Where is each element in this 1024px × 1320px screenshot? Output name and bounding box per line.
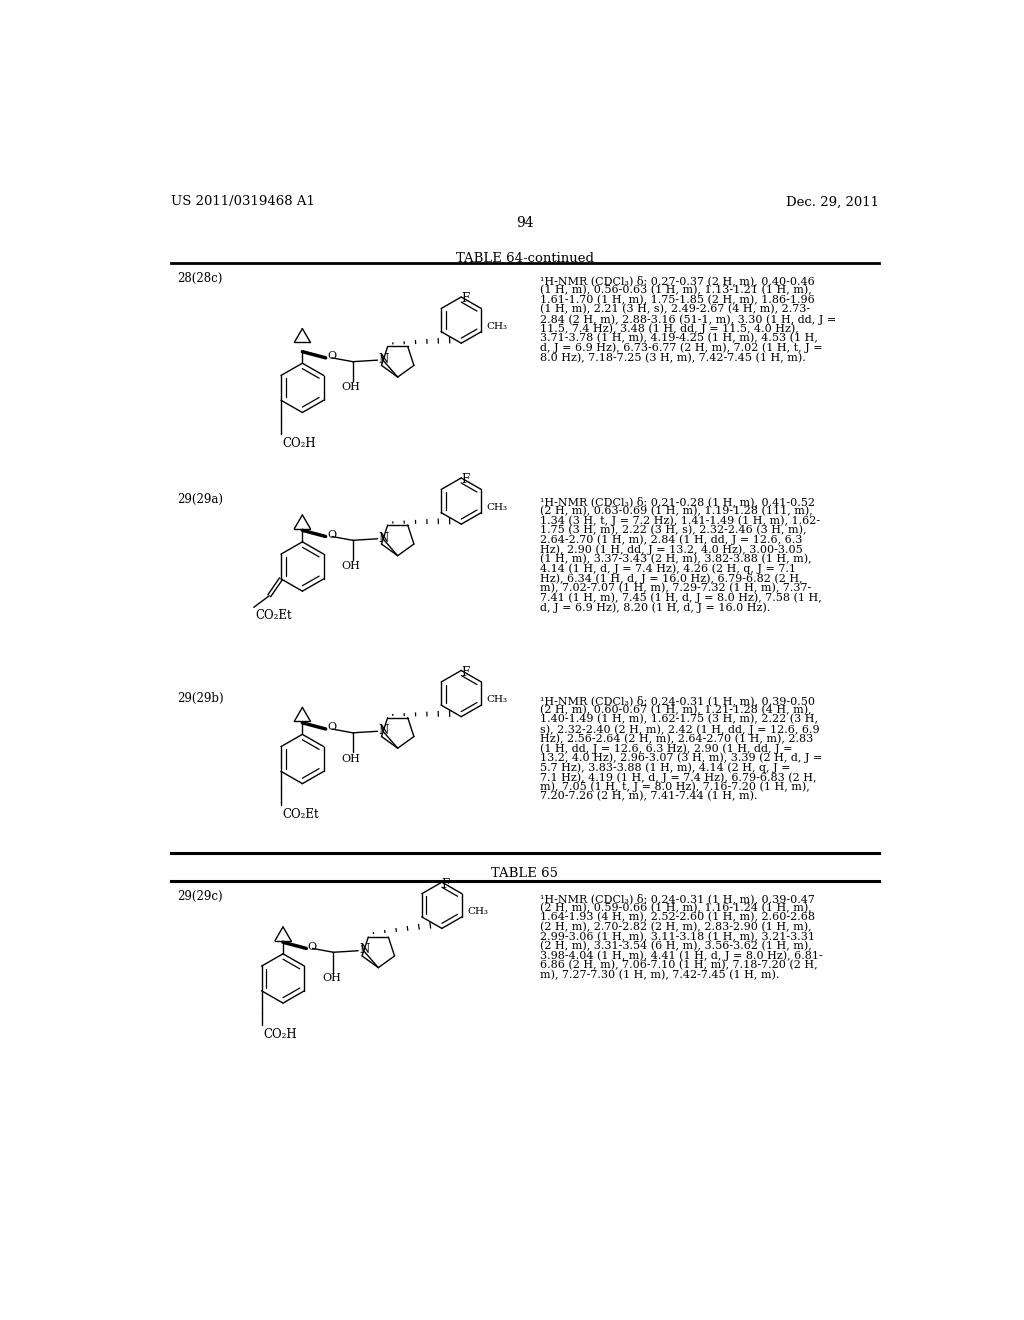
Text: 5.7 Hz), 3.83-3.88 (1 H, m), 4.14 (2 H, q, J =: 5.7 Hz), 3.83-3.88 (1 H, m), 4.14 (2 H, …: [541, 763, 791, 774]
Text: Hz), 6.34 (1 H, d, J = 16.0 Hz), 6.79-6.82 (2 H,: Hz), 6.34 (1 H, d, J = 16.0 Hz), 6.79-6.…: [541, 573, 803, 583]
Text: m), 7.05 (1 H, t, J = 8.0 Hz), 7.16-7.20 (1 H, m),: m), 7.05 (1 H, t, J = 8.0 Hz), 7.16-7.20…: [541, 781, 810, 792]
Text: OH: OH: [323, 973, 341, 983]
Text: 7.1 Hz), 4.19 (1 H, d, J = 7.4 Hz), 6.79-6.83 (2 H,: 7.1 Hz), 4.19 (1 H, d, J = 7.4 Hz), 6.79…: [541, 772, 817, 783]
Text: (2 H, m), 0.59-0.66 (1 H, m), 1.16-1.24 (1 H, m),: (2 H, m), 0.59-0.66 (1 H, m), 1.16-1.24 …: [541, 903, 812, 913]
Text: F: F: [461, 474, 469, 486]
Text: ¹H-NMR (CDCl₃) δ: 0.24-0.31 (1 H, m), 0.39-0.50: ¹H-NMR (CDCl₃) δ: 0.24-0.31 (1 H, m), 0.…: [541, 696, 815, 706]
Text: 6.86 (2 H, m), 7.06-7.10 (1 H, m), 7.18-7.20 (2 H,: 6.86 (2 H, m), 7.06-7.10 (1 H, m), 7.18-…: [541, 961, 818, 970]
Text: CH₃: CH₃: [486, 696, 508, 704]
Text: 8.0 Hz), 7.18-7.25 (3 H, m), 7.42-7.45 (1 H, m).: 8.0 Hz), 7.18-7.25 (3 H, m), 7.42-7.45 (…: [541, 352, 806, 363]
Text: F: F: [441, 878, 450, 891]
Text: d, J = 6.9 Hz), 8.20 (1 H, d, J = 16.0 Hz).: d, J = 6.9 Hz), 8.20 (1 H, d, J = 16.0 H…: [541, 602, 770, 612]
Text: 3.71-3.78 (1 H, m), 4.19-4.25 (1 H, m), 4.53 (1 H,: 3.71-3.78 (1 H, m), 4.19-4.25 (1 H, m), …: [541, 333, 818, 343]
Text: 1.61-1.70 (1 H, m), 1.75-1.85 (2 H, m), 1.86-1.96: 1.61-1.70 (1 H, m), 1.75-1.85 (2 H, m), …: [541, 294, 815, 305]
Text: 1.40-1.49 (1 H, m), 1.62-1.75 (3 H, m), 2.22 (3 H,: 1.40-1.49 (1 H, m), 1.62-1.75 (3 H, m), …: [541, 714, 818, 725]
Text: 2.64-2.70 (1 H, m), 2.84 (1 H, dd, J = 12.6, 6.3: 2.64-2.70 (1 H, m), 2.84 (1 H, dd, J = 1…: [541, 535, 803, 545]
Text: 4.14 (1 H, d, J = 7.4 Hz), 4.26 (2 H, q, J = 7.1: 4.14 (1 H, d, J = 7.4 Hz), 4.26 (2 H, q,…: [541, 564, 797, 574]
Text: US 2011/0319468 A1: US 2011/0319468 A1: [171, 195, 314, 209]
Text: 28(28c): 28(28c): [177, 272, 222, 285]
Text: TABLE 65: TABLE 65: [492, 867, 558, 880]
Text: Dec. 29, 2011: Dec. 29, 2011: [786, 195, 879, 209]
Text: F: F: [461, 665, 469, 678]
Text: 11.5, 7.4 Hz), 3.48 (1 H, dd, J = 11.5, 4.0 Hz),: 11.5, 7.4 Hz), 3.48 (1 H, dd, J = 11.5, …: [541, 323, 799, 334]
Text: N: N: [378, 352, 388, 366]
Text: m), 7.02-7.07 (1 H, m), 7.29-7.32 (1 H, m), 7.37-: m), 7.02-7.07 (1 H, m), 7.29-7.32 (1 H, …: [541, 583, 812, 594]
Text: (2 H, m), 2.70-2.82 (2 H, m), 2.83-2.90 (1 H, m),: (2 H, m), 2.70-2.82 (2 H, m), 2.83-2.90 …: [541, 921, 812, 932]
Text: 7.41 (1 H, m), 7.45 (1 H, d, J = 8.0 Hz), 7.58 (1 H,: 7.41 (1 H, m), 7.45 (1 H, d, J = 8.0 Hz)…: [541, 593, 822, 603]
Text: 2.84 (2 H, m), 2.88-3.16 (51-1, m), 3.30 (1 H, dd, J =: 2.84 (2 H, m), 2.88-3.16 (51-1, m), 3.30…: [541, 314, 837, 325]
Text: F: F: [461, 293, 469, 305]
Text: 29(29a): 29(29a): [177, 494, 223, 507]
Text: (2 H, m), 3.31-3.54 (6 H, m), 3.56-3.62 (1 H, m),: (2 H, m), 3.31-3.54 (6 H, m), 3.56-3.62 …: [541, 941, 812, 952]
Text: Hz), 2.56-2.64 (2 H, m), 2.64-2.70 (1 H, m), 2.83: Hz), 2.56-2.64 (2 H, m), 2.64-2.70 (1 H,…: [541, 734, 813, 744]
Text: 29(29b): 29(29b): [177, 692, 223, 705]
Text: O: O: [328, 529, 336, 540]
Text: 3.98-4.04 (1 H, m), 4.41 (1 H, d, J = 8.0 Hz), 6.81-: 3.98-4.04 (1 H, m), 4.41 (1 H, d, J = 8.…: [541, 950, 823, 961]
Text: ¹H-NMR (CDCl₃) δ: 0.24-0.31 (1 H, m), 0.39-0.47: ¹H-NMR (CDCl₃) δ: 0.24-0.31 (1 H, m), 0.…: [541, 892, 815, 904]
Text: 1.75 (3 H, m), 2.22 (3 H, s), 2.32-2.46 (3 H, m),: 1.75 (3 H, m), 2.22 (3 H, s), 2.32-2.46 …: [541, 525, 807, 536]
Text: (1 H, m), 3.37-3.43 (2 H, m), 3.82-3.88 (1 H, m),: (1 H, m), 3.37-3.43 (2 H, m), 3.82-3.88 …: [541, 554, 812, 565]
Text: (1 H, dd, J = 12.6, 6.3 Hz), 2.90 (1 H, dd, J =: (1 H, dd, J = 12.6, 6.3 Hz), 2.90 (1 H, …: [541, 743, 793, 754]
Text: OH: OH: [342, 383, 360, 392]
Text: CO₂H: CO₂H: [263, 1028, 297, 1040]
Text: (1 H, m), 2.21 (3 H, s), 2.49-2.67 (4 H, m), 2.73-: (1 H, m), 2.21 (3 H, s), 2.49-2.67 (4 H,…: [541, 305, 810, 314]
Text: 13.2, 4.0 Hz), 2.96-3.07 (3 H, m), 3.39 (2 H, d, J =: 13.2, 4.0 Hz), 2.96-3.07 (3 H, m), 3.39 …: [541, 752, 822, 763]
Text: d, J = 6.9 Hz), 6.73-6.77 (2 H, m), 7.02 (1 H, t, J =: d, J = 6.9 Hz), 6.73-6.77 (2 H, m), 7.02…: [541, 343, 823, 354]
Text: OH: OH: [342, 561, 360, 572]
Text: O: O: [328, 722, 336, 733]
Text: 1.64-1.93 (4 H, m), 2.52-2.60 (1 H, m), 2.60-2.68: 1.64-1.93 (4 H, m), 2.52-2.60 (1 H, m), …: [541, 912, 815, 923]
Text: CH₃: CH₃: [486, 322, 508, 331]
Text: O: O: [308, 942, 316, 952]
Text: s), 2.32-2.40 (2 H, m), 2.42 (1 H, dd, J = 12.6, 6.9: s), 2.32-2.40 (2 H, m), 2.42 (1 H, dd, J…: [541, 723, 820, 734]
Text: 7.20-7.26 (2 H, m), 7.41-7.44 (1 H, m).: 7.20-7.26 (2 H, m), 7.41-7.44 (1 H, m).: [541, 792, 758, 801]
Text: TABLE 64-continued: TABLE 64-continued: [456, 252, 594, 265]
Text: CH₃: CH₃: [486, 503, 508, 512]
Text: N: N: [359, 944, 370, 957]
Text: CO₂Et: CO₂Et: [255, 609, 292, 622]
Text: (1 H, m), 0.56-0.63 (1 H, m), 1.13-1.21 (1 H, m),: (1 H, m), 0.56-0.63 (1 H, m), 1.13-1.21 …: [541, 285, 812, 296]
Text: m), 7.27-7.30 (1 H, m), 7.42-7.45 (1 H, m).: m), 7.27-7.30 (1 H, m), 7.42-7.45 (1 H, …: [541, 970, 779, 981]
Text: 2.99-3.06 (1 H, m), 3.11-3.18 (1 H, m), 3.21-3.31: 2.99-3.06 (1 H, m), 3.11-3.18 (1 H, m), …: [541, 932, 815, 942]
Text: 29(29c): 29(29c): [177, 890, 222, 903]
Text: O: O: [328, 351, 336, 362]
Text: 94: 94: [516, 216, 534, 230]
Text: ¹H-NMR (CDCl₃) δ: 0.27-0.37 (2 H, m), 0.40-0.46: ¹H-NMR (CDCl₃) δ: 0.27-0.37 (2 H, m), 0.…: [541, 276, 815, 286]
Text: N: N: [378, 532, 388, 545]
Text: Hz), 2.90 (1 H, dd, J = 13.2, 4.0 Hz), 3.00-3.05: Hz), 2.90 (1 H, dd, J = 13.2, 4.0 Hz), 3…: [541, 545, 803, 556]
Text: (2 H, m), 0.60-0.67 (1 H, m), 1.21-1.28 (4 H, m),: (2 H, m), 0.60-0.67 (1 H, m), 1.21-1.28 …: [541, 705, 812, 715]
Text: (2 H, m), 0.63-0.69 (1 H, m), 1.19-1.28 (111, m),: (2 H, m), 0.63-0.69 (1 H, m), 1.19-1.28 …: [541, 506, 813, 516]
Text: 1.34 (3 H, t, J = 7.2 Hz), 1.41-1.49 (1 H, m), 1.62-: 1.34 (3 H, t, J = 7.2 Hz), 1.41-1.49 (1 …: [541, 516, 820, 527]
Text: CH₃: CH₃: [467, 907, 488, 916]
Text: N: N: [378, 723, 388, 737]
Text: OH: OH: [342, 754, 360, 763]
Text: ¹H-NMR (CDCl₃) δ: 0.21-0.28 (1 H, m), 0.41-0.52: ¹H-NMR (CDCl₃) δ: 0.21-0.28 (1 H, m), 0.…: [541, 496, 815, 507]
Text: CO₂H: CO₂H: [283, 437, 316, 450]
Text: CO₂Et: CO₂Et: [283, 808, 319, 821]
